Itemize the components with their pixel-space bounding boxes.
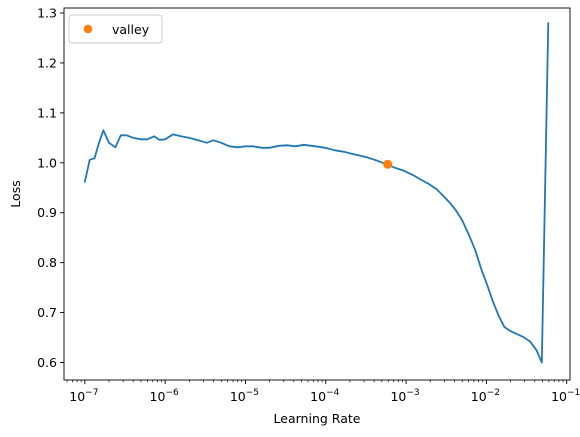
x-tick-label-6: 10−1 — [551, 388, 580, 404]
axes-frame — [63, 7, 571, 381]
x-tick-label-5: 10−2 — [471, 388, 500, 404]
y-tick-label-2: 0.8 — [37, 255, 57, 270]
legend: valley — [68, 14, 163, 44]
legend-label-valley: valley — [112, 22, 150, 37]
y-axis-label: Loss — [8, 180, 23, 207]
legend-marker-valley — [83, 24, 93, 34]
loss-series-line — [83, 22, 550, 364]
y-tick-label-1: 0.7 — [37, 305, 57, 320]
x-tick-label-2: 10−5 — [230, 388, 259, 404]
y-tick-label-7: 1.3 — [37, 5, 57, 20]
valley-point-0 — [383, 159, 393, 169]
y-tick-label-4: 1.0 — [37, 155, 57, 170]
y-tick-label-0: 0.6 — [37, 355, 57, 370]
y-axis-ticks: 0.6 0.7 0.8 0.9 1.0 1.1 1.2 1.3 — [37, 5, 64, 370]
x-tick-label-0: 10−7 — [69, 388, 98, 404]
x-axis-ticks: 10−7 10−6 10−5 10−4 10−3 10−2 10−1 — [66, 380, 580, 404]
y-tick-label-5: 1.1 — [37, 105, 57, 120]
valley-markers — [383, 159, 393, 169]
x-tick-label-3: 10−4 — [310, 388, 339, 404]
plot-area — [83, 22, 550, 364]
legend-box — [68, 14, 163, 44]
x-tick-label-4: 10−3 — [390, 388, 419, 404]
y-tick-label-3: 0.9 — [37, 205, 57, 220]
x-tick-label-1: 10−6 — [150, 388, 179, 404]
x-axis-label: Learning Rate — [274, 411, 361, 426]
y-tick-label-6: 1.2 — [37, 55, 57, 70]
